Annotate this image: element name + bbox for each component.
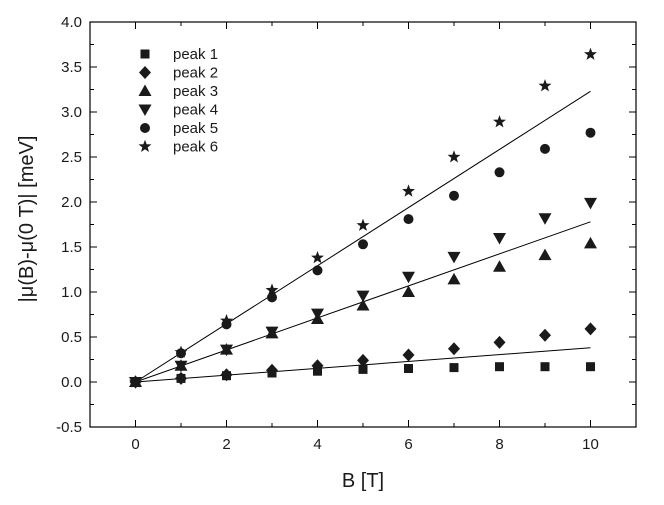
legend-item: peak 2 [139, 65, 218, 82]
legend-item: peak 5 [140, 120, 218, 137]
legend-marker [140, 123, 150, 133]
data-point [585, 127, 596, 138]
data-point [538, 248, 552, 261]
data-point [220, 368, 233, 382]
legend-item: peak 4 [138, 102, 218, 119]
legend-item: peak 1 [140, 46, 218, 63]
data-point [356, 290, 370, 303]
data-point [402, 348, 415, 362]
data-point [267, 292, 277, 303]
data-point [447, 251, 461, 264]
data-point [174, 360, 188, 373]
legend-marker [138, 84, 152, 96]
data-point [402, 285, 415, 297]
legend-label: peak 3 [173, 83, 218, 100]
x-tick-label: 8 [495, 436, 503, 453]
data-point [447, 272, 461, 285]
y-tick-label: 2.0 [61, 194, 82, 211]
data-point [538, 213, 552, 225]
data-point [493, 233, 506, 245]
data-point [312, 265, 323, 276]
data-point [584, 197, 597, 210]
data-point [265, 326, 279, 339]
data-point [356, 218, 370, 231]
data-point [539, 328, 551, 342]
data-point [311, 251, 324, 264]
data-point [402, 184, 415, 197]
data-point [584, 236, 597, 249]
data-point [494, 167, 505, 178]
data-point [129, 375, 142, 388]
data-point [311, 359, 324, 373]
legend-label: peak 5 [173, 120, 218, 137]
y-tick-label: 2.5 [61, 149, 82, 166]
legend-marker [138, 104, 152, 116]
data-point [448, 342, 460, 356]
x-tick-label: 0 [131, 436, 139, 453]
data-point [495, 362, 504, 372]
data-point [356, 299, 370, 311]
fit-line [135, 90, 591, 383]
data-point [449, 190, 459, 201]
y-tick-label: 3.5 [61, 59, 82, 76]
data-point [265, 283, 279, 296]
x-tick-label: 10 [582, 436, 599, 453]
data-point [493, 115, 506, 128]
data-point [447, 150, 461, 163]
data-point [540, 143, 550, 154]
data-point [584, 47, 597, 60]
y-tick-label: 0.5 [61, 329, 82, 346]
data-point [174, 345, 188, 358]
data-point [449, 363, 459, 373]
x-tick-label: 6 [404, 436, 412, 453]
data-point [220, 314, 233, 327]
legend-item: peak 6 [138, 139, 218, 156]
data-point [538, 79, 552, 92]
legend-marker [138, 139, 152, 152]
series-4 [129, 197, 597, 389]
y-tick-label: 4.0 [61, 14, 82, 31]
y-tick-label: 3.0 [61, 104, 82, 121]
series-6 [129, 47, 597, 388]
data-point [220, 344, 233, 357]
legend-marker [139, 66, 151, 79]
y-tick-label: 0.0 [61, 374, 82, 391]
legend-item: peak 3 [138, 83, 218, 100]
x-tick-label: 4 [313, 436, 321, 453]
legend-label: peak 2 [173, 65, 218, 82]
legend-label: peak 1 [173, 46, 218, 63]
data-point [403, 214, 414, 225]
data-point [404, 364, 413, 373]
data-point [493, 260, 506, 272]
y-axis-label: |μ(B)-μ(0 T)| [meV] [16, 136, 38, 303]
data-point [540, 362, 550, 372]
data-point [493, 335, 506, 349]
data-point [311, 308, 324, 321]
data-point [266, 363, 278, 377]
data-point [175, 371, 187, 385]
y-tick-label: -0.5 [56, 419, 82, 436]
legend-marker [140, 49, 150, 59]
legend-label: peak 6 [173, 139, 218, 156]
y-tick-label: 1.5 [61, 239, 82, 256]
series-2 [129, 322, 597, 389]
data-point [357, 353, 369, 367]
data-point [584, 322, 597, 336]
series-5 [130, 127, 596, 387]
x-axis-label: B [T] [342, 470, 384, 492]
data-point [402, 271, 415, 284]
data-point [358, 239, 368, 250]
x-tick-label: 2 [222, 436, 230, 453]
y-tick-label: 1.0 [61, 284, 82, 301]
data-point [586, 362, 595, 372]
data-point [358, 364, 368, 374]
legend-label: peak 4 [173, 102, 218, 119]
